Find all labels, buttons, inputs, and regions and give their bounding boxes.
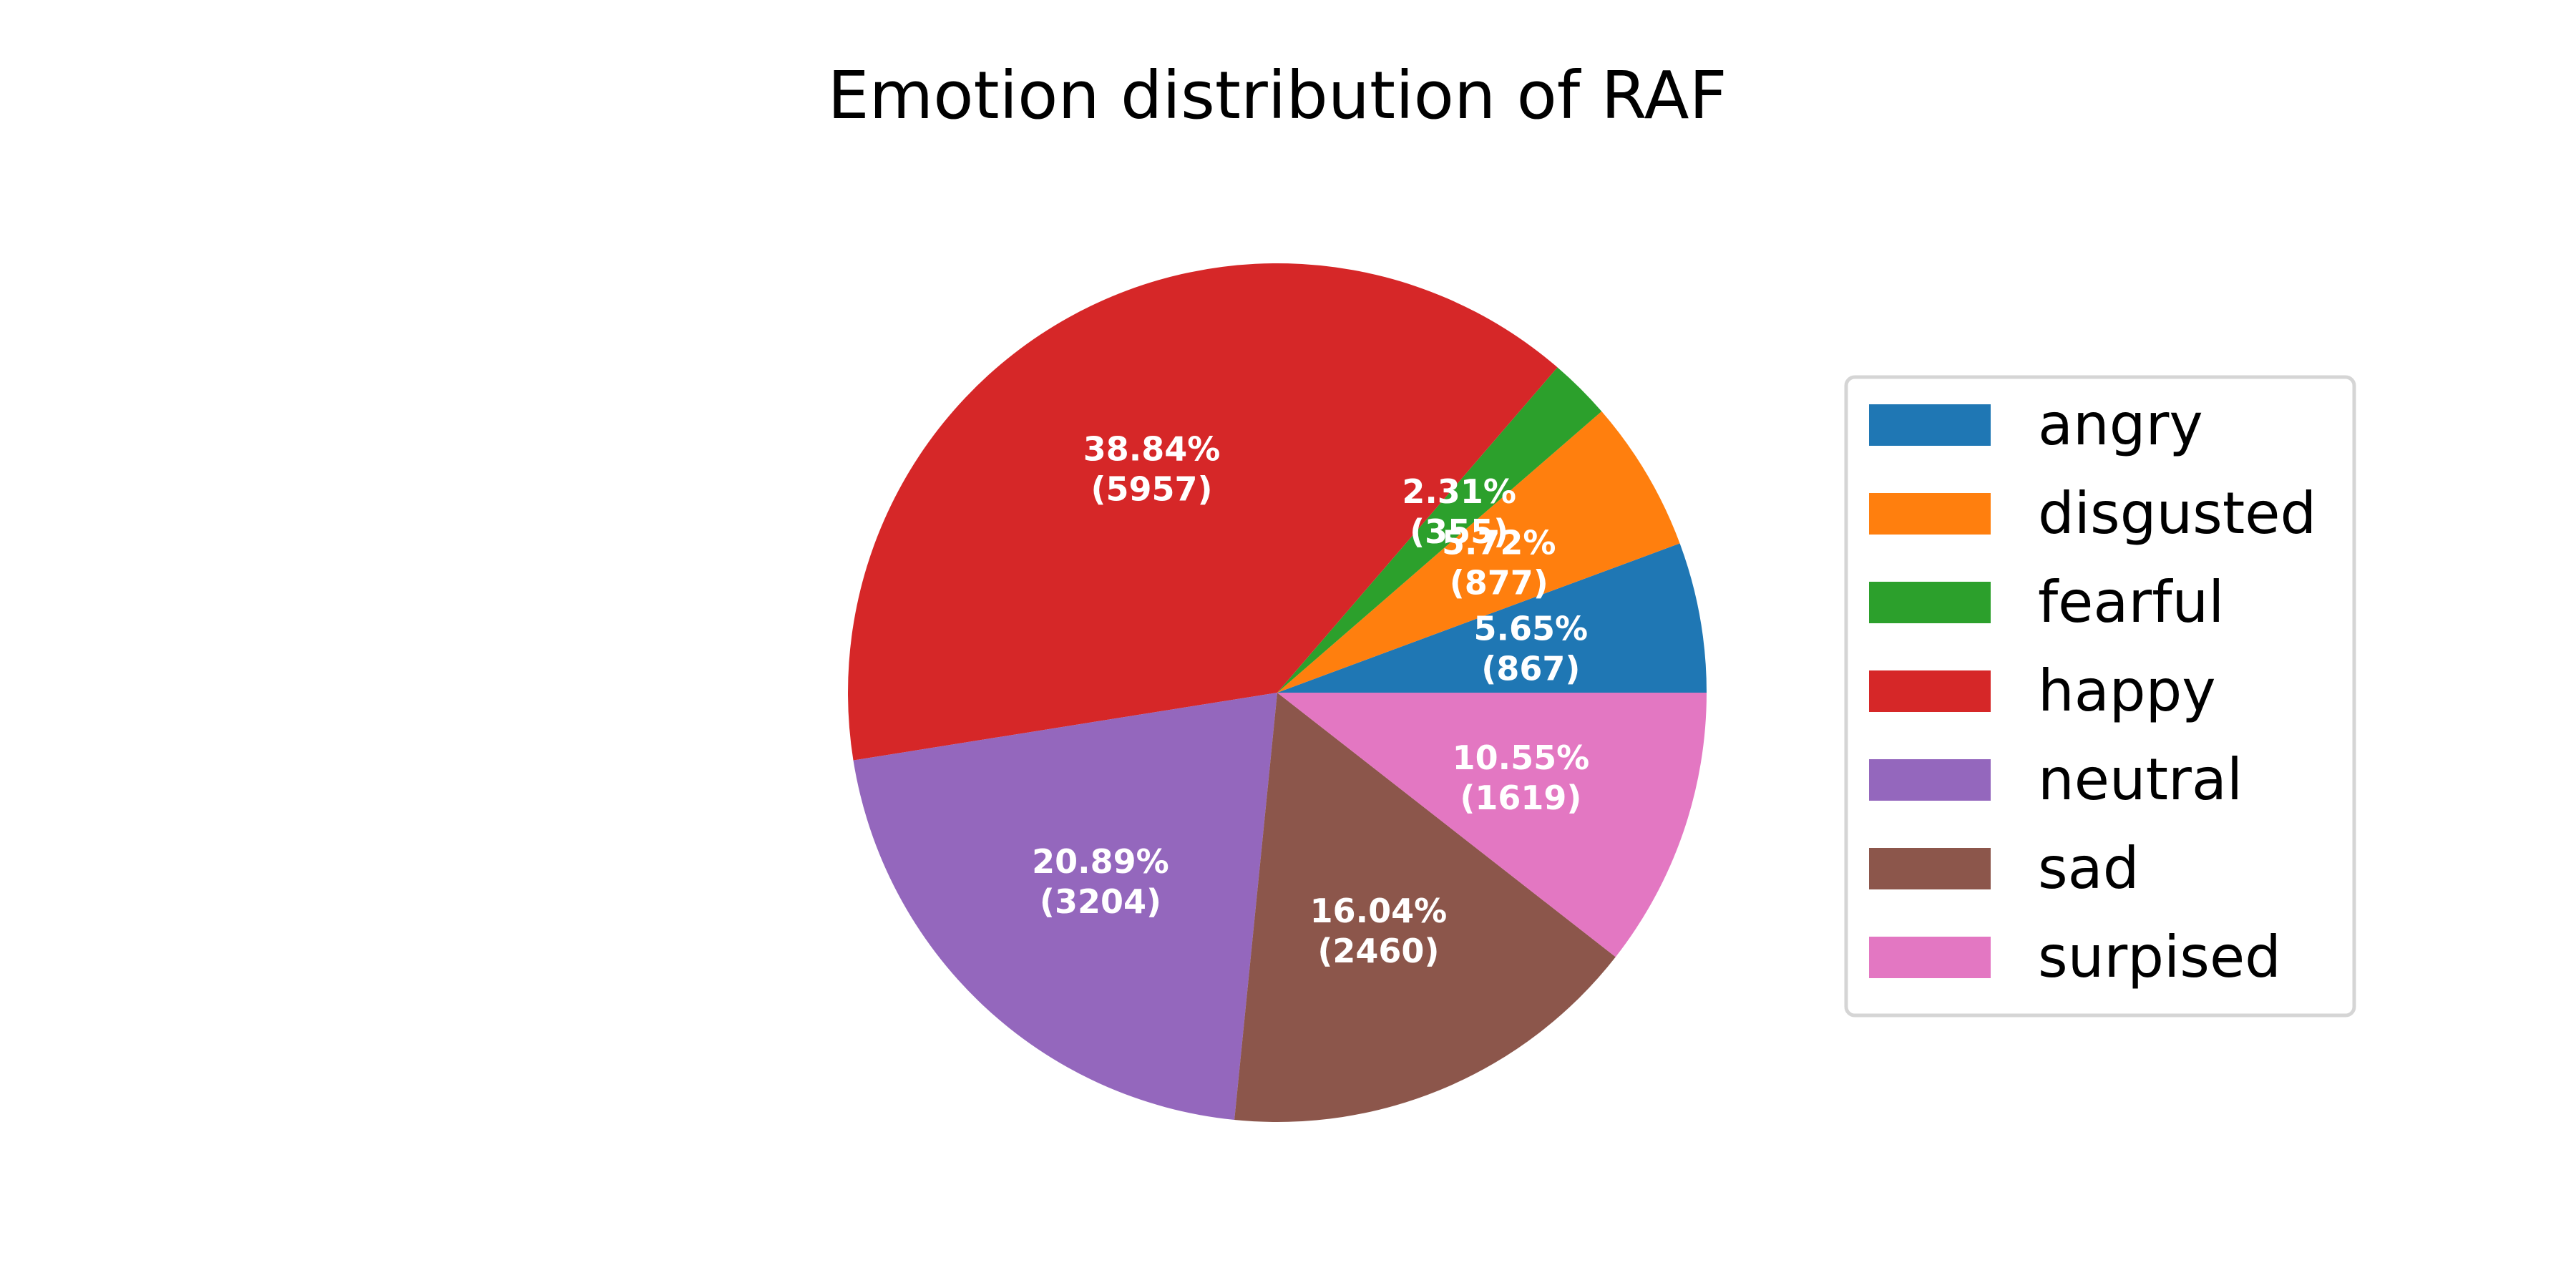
legend-swatch-happy <box>1869 670 1991 712</box>
slice-label-disgusted: 5.72% (877) <box>1442 524 1556 602</box>
slice-percent-sad: 16.04% <box>1310 892 1448 930</box>
legend-swatch-angry <box>1869 404 1991 446</box>
legend-label-happy: happy <box>2038 658 2216 724</box>
slice-count-fearful: (355) <box>1410 512 1508 551</box>
legend-label-disgusted: disgusted <box>2038 480 2316 547</box>
slice-percent-surpised: 10.55% <box>1453 738 1590 777</box>
slice-count-sad: (2460) <box>1317 932 1439 970</box>
slice-percent-happy: 38.84% <box>1083 430 1221 469</box>
slice-label-neutral: 20.89% (3204) <box>1032 842 1169 921</box>
pie-slice-angry <box>1277 543 1707 693</box>
slice-percent-fearful: 2.31% <box>1402 472 1516 511</box>
slice-percent-angry: 5.65% <box>1474 609 1589 648</box>
slice-percent-neutral: 20.89% <box>1032 842 1169 881</box>
legend-swatch-sad <box>1869 848 1991 889</box>
pie-slices <box>848 263 1707 1123</box>
slice-count-angry: (867) <box>1481 649 1580 688</box>
legend-label-fearful: fearful <box>2038 569 2224 635</box>
pie-slice-happy <box>848 263 1558 761</box>
slice-count-happy: (5957) <box>1091 470 1213 509</box>
legend-swatch-fearful <box>1869 582 1991 623</box>
legend: angry disgusted fearful happy neutral sad surp… <box>1844 375 2356 1018</box>
slice-labels: 5.65% (867)5.72% (877)2.31% (355)38.84% (595… <box>1032 430 1589 970</box>
pie-slice-disgusted <box>1277 411 1680 693</box>
pie-slice-sad <box>1234 693 1616 1123</box>
legend-label-angry: angry <box>2038 391 2203 458</box>
slice-label-happy: 38.84% (5957) <box>1083 430 1221 509</box>
slice-percent-disgusted: 5.72% <box>1442 524 1556 562</box>
legend-swatch-neutral <box>1869 759 1991 801</box>
slice-count-surpised: (1619) <box>1460 779 1581 817</box>
slice-label-sad: 16.04% (2460) <box>1310 892 1448 970</box>
pie-slice-neutral <box>853 693 1277 1120</box>
pie-slice-fearful <box>1277 367 1602 693</box>
legend-swatch-disgusted <box>1869 493 1991 535</box>
chart-title: Emotion distribution of RAF <box>827 57 1727 134</box>
slice-label-surpised: 10.55% (1619) <box>1453 738 1590 817</box>
legend-label-sad: sad <box>2038 835 2139 902</box>
legend-swatch-surpised <box>1869 937 1991 978</box>
pie-slice-surpised <box>1277 693 1707 957</box>
legend-label-neutral: neutral <box>2038 746 2243 813</box>
slice-count-disgusted: (877) <box>1450 564 1548 602</box>
slice-count-neutral: (3204) <box>1040 882 1161 921</box>
slice-label-angry: 5.65% (867) <box>1474 609 1589 688</box>
legend-label-surpised: surpised <box>2038 924 2281 990</box>
slice-label-fearful: 2.31% (355) <box>1402 472 1516 551</box>
